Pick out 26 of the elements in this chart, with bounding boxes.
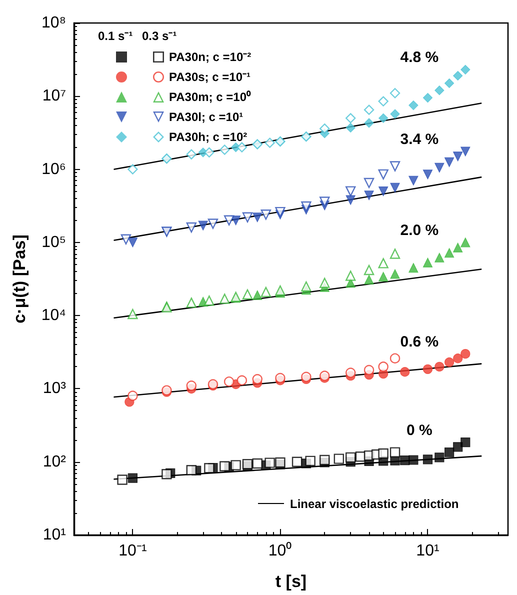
y-tick-label: 10⁵ xyxy=(42,234,66,251)
y-tick-label: 10⁸ xyxy=(41,14,66,32)
y-tick-label: 10⁷ xyxy=(42,88,66,105)
y-tick-label: 10⁴ xyxy=(41,307,66,324)
y-tick-label: 10² xyxy=(42,453,67,470)
x-tick-label: 10⁻¹ xyxy=(118,542,147,560)
annotation: 0.1 s⁻¹ xyxy=(98,29,133,43)
x-tick-label: 10⁰ xyxy=(268,542,292,560)
x-axis-title: t [s] xyxy=(275,572,307,591)
y-tick-label: 10⁶ xyxy=(42,160,66,178)
y-tick-label: 10¹ xyxy=(42,526,66,544)
annotation: 4.8 % xyxy=(400,49,439,66)
annotation: 0 % xyxy=(406,422,432,439)
y-axis-title: c·μ(t) [Pas] xyxy=(10,234,29,324)
annotation: 2.0 % xyxy=(400,222,439,239)
annotation: Linear viscoelastic prediction xyxy=(290,497,459,511)
x-tick-label: 10¹ xyxy=(416,542,440,560)
annotation: 0.3 s⁻¹ xyxy=(142,29,177,43)
y-tick-label: 10³ xyxy=(42,380,67,398)
legend-label: PA30s; c =10⁻¹ xyxy=(169,70,250,84)
legend-label: PA30n; c =10⁻² xyxy=(169,50,252,64)
legend-label: PA30l; c =10¹ xyxy=(169,110,244,124)
legend-label: PA30h; c =10² xyxy=(169,130,248,144)
annotation: 3.4 % xyxy=(400,131,439,148)
annotation: 0.6 % xyxy=(400,333,439,350)
legend-label: PA30m; c =10⁰ xyxy=(169,90,252,104)
